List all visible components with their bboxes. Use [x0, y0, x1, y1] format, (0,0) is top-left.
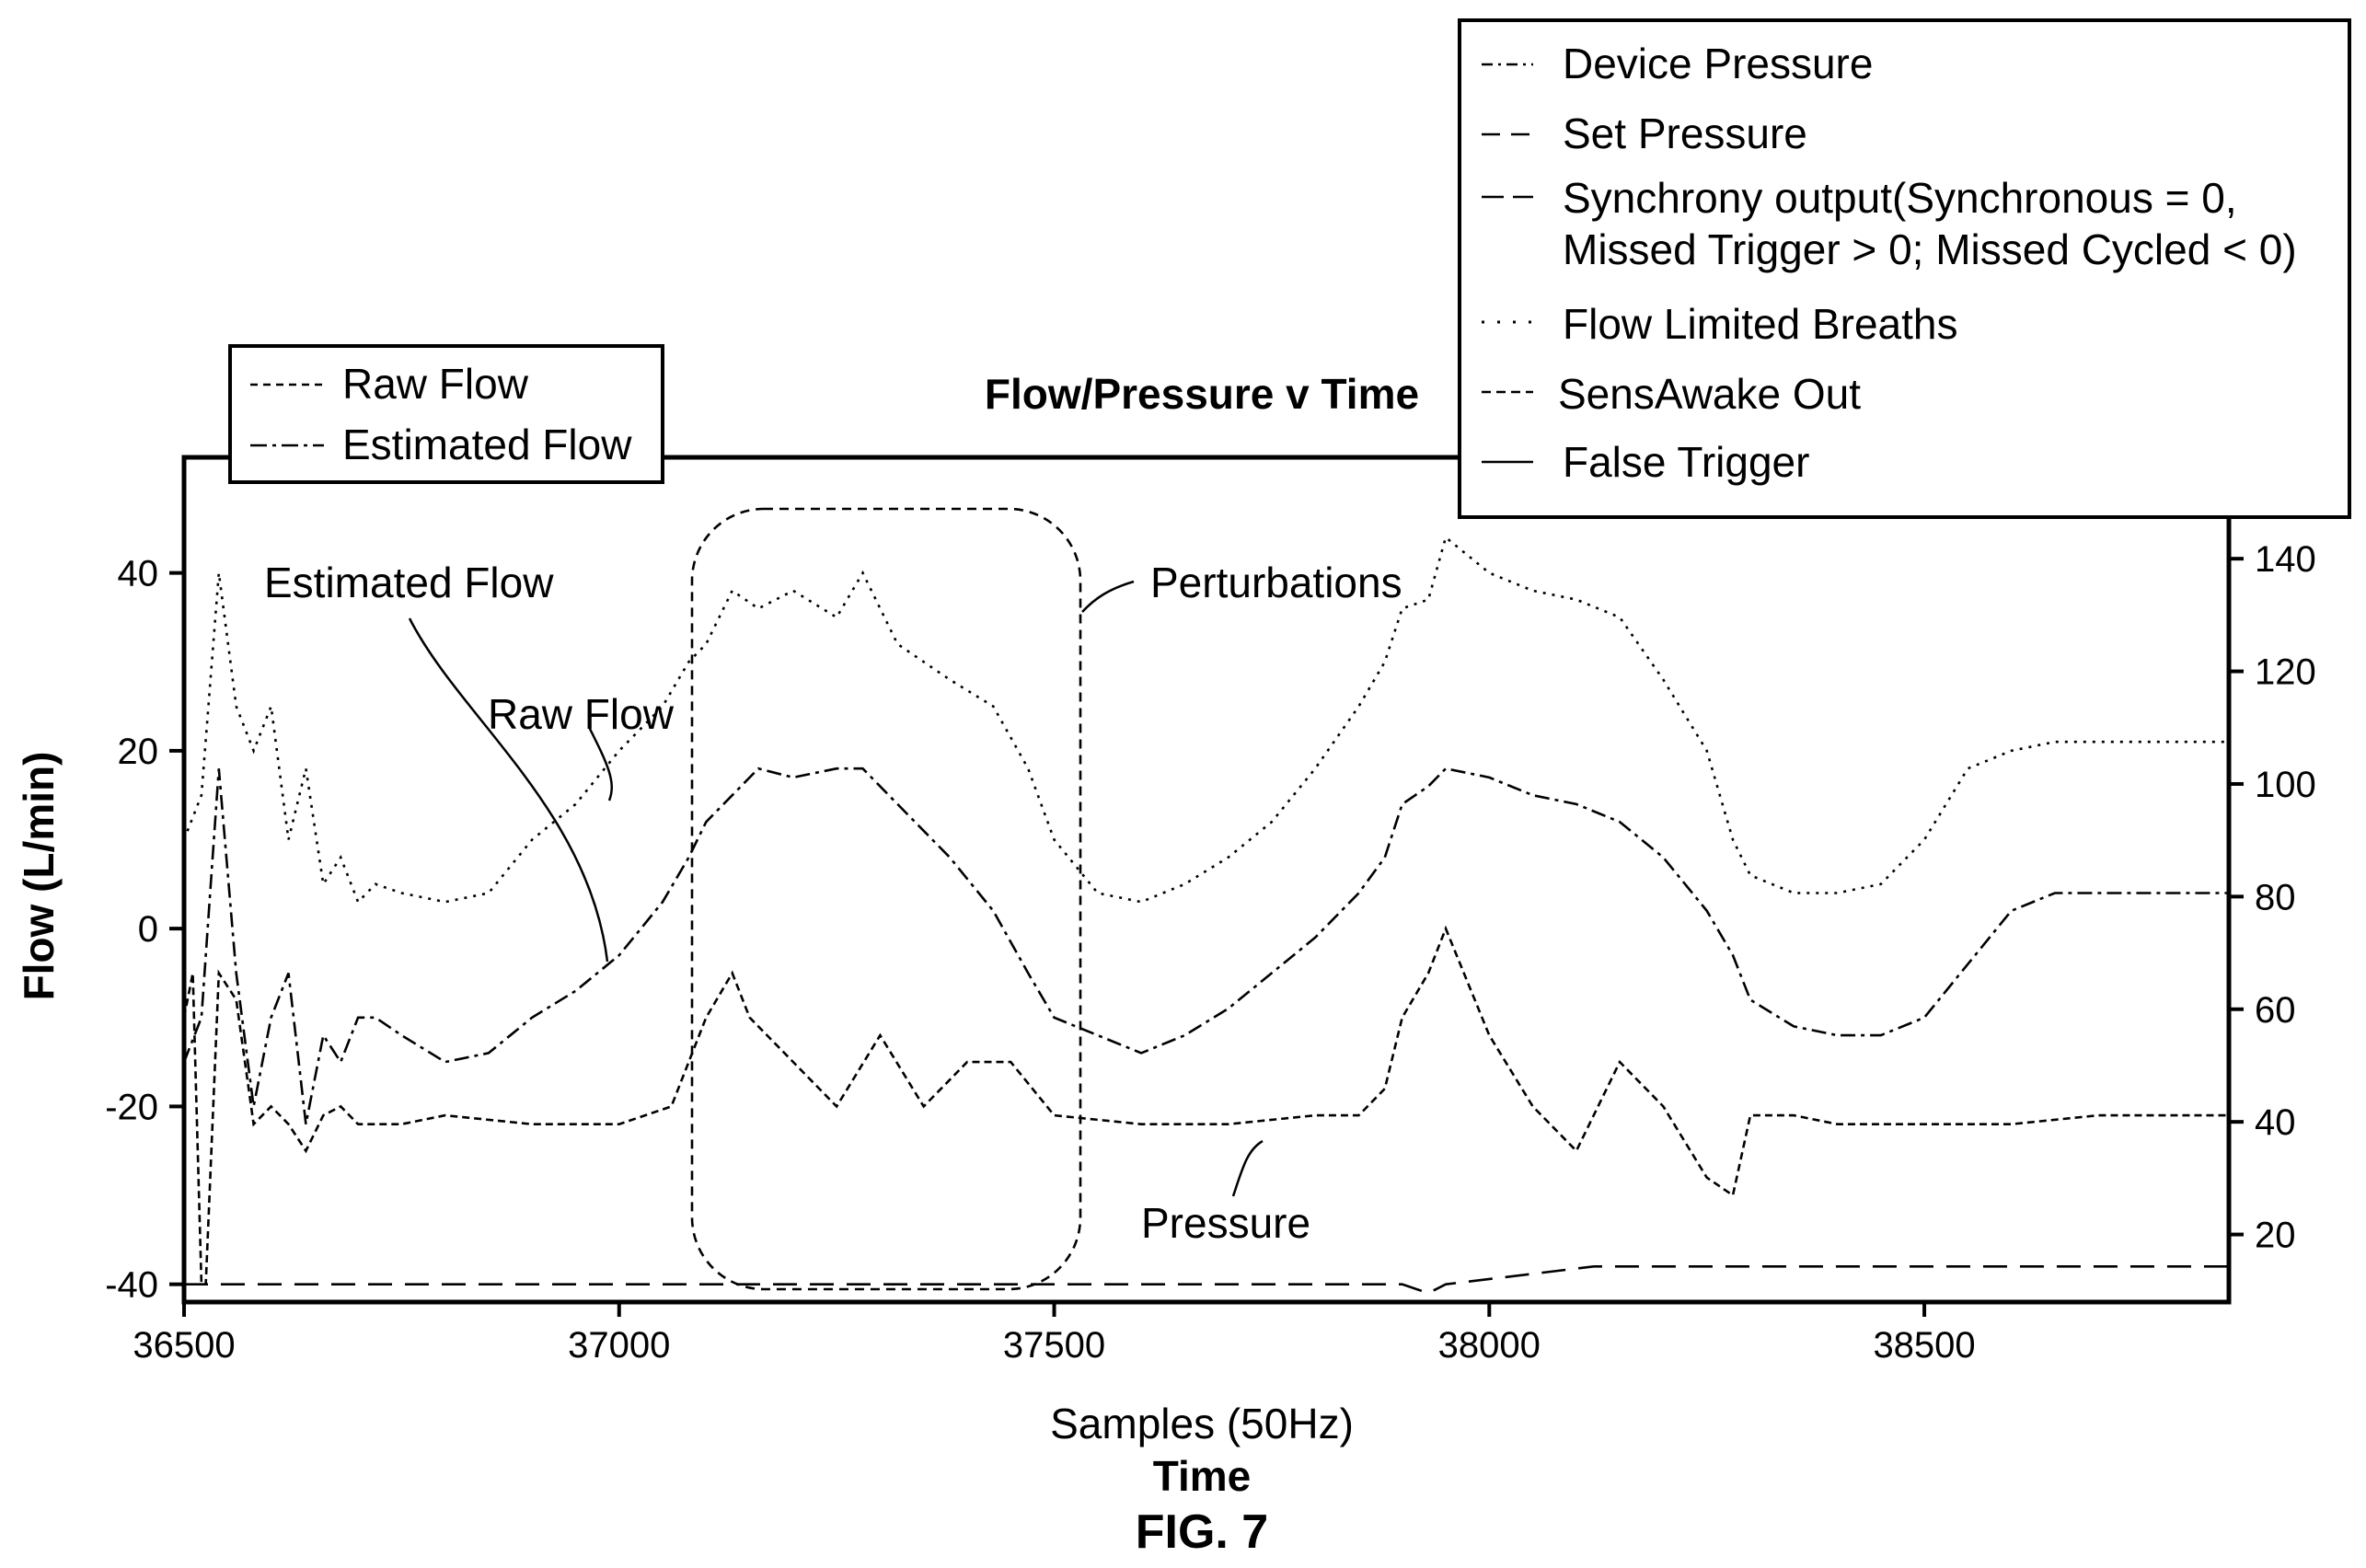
legend-flow-limited-label: Flow Limited Breaths	[1563, 300, 1958, 348]
series-set-pressure	[184, 1265, 2229, 1295]
x-axis-subtitle: Time	[1153, 1452, 1252, 1500]
x-tick-label-3: 38000	[1438, 1325, 1541, 1366]
legend-right: Device Pressure Set Pressure Synchrony o…	[1458, 18, 2351, 519]
series-raw-flow	[182, 535, 2229, 905]
y-axis-title: Flow (L/min)	[15, 752, 63, 1001]
perturbations-annotation: Perturbations	[1150, 559, 1402, 606]
x-tick-label-0: 36500	[133, 1325, 235, 1366]
x-axis-ticks: 36500 37000 37500 38000 38500	[133, 1302, 1976, 1366]
raw-flow-annotation: Raw Flow	[488, 690, 675, 738]
series-group	[182, 535, 2229, 1295]
legend-synchrony-label-line1: Synchrony output(Synchronous = 0,	[1563, 174, 2237, 222]
y-tick-label-1: 20	[118, 732, 159, 772]
plot-frame	[181, 455, 2232, 1305]
x-tick-label-2: 37500	[1003, 1325, 1105, 1366]
y-tick-label-0: 40	[118, 554, 159, 594]
y-tick-label-2: 0	[138, 909, 158, 950]
estimated-flow-annotation: Estimated Flow	[264, 559, 554, 606]
legend-estimated-flow-label: Estimated Flow	[342, 421, 632, 468]
perturbations-box	[690, 507, 1082, 1291]
legend-left: Raw Flow Estimated Flow	[228, 344, 664, 484]
y-axis-ticks: 40 20 0 -20 -40	[105, 554, 184, 1306]
y2-axis-ticks: 140 120 100 80 60 40 20	[2229, 539, 2316, 1256]
pressure-annotation: Pressure	[1141, 1199, 1310, 1247]
y-tick-label-3: -20	[105, 1087, 158, 1127]
legend-right-frame	[1458, 18, 2351, 519]
x-tick-label-4: 38500	[1873, 1325, 1975, 1366]
y2-tick-label-4: 60	[2255, 990, 2296, 1031]
series-estimated-flow	[182, 767, 2229, 1124]
figure-label: FIG. 7	[1136, 1505, 1268, 1559]
y-tick-label-4: -40	[105, 1265, 158, 1306]
series-pressure	[182, 925, 2229, 1286]
legend-synchrony-label-line2: Missed Trigger > 0; Missed Cycled < 0)	[1563, 225, 2297, 273]
legend-sensawake-label: SensAwake Out	[1558, 370, 1861, 418]
perturbations-leader	[1081, 580, 1135, 613]
legend-raw-flow-label: Raw Flow	[342, 360, 529, 408]
estimated-flow-leader	[408, 617, 609, 963]
y2-tick-label-1: 120	[2255, 652, 2316, 693]
legend-false-trigger-label: False Trigger	[1563, 438, 1809, 486]
y2-tick-label-0: 140	[2255, 539, 2316, 580]
legend-left-frame	[228, 344, 664, 484]
y2-tick-label-2: 100	[2255, 765, 2316, 805]
raw-flow-leader	[587, 726, 613, 801]
legend-set-pressure-label: Set Pressure	[1563, 110, 1807, 157]
y2-tick-label-6: 20	[2255, 1216, 2296, 1256]
y2-tick-label-3: 80	[2255, 877, 2296, 917]
x-axis-title: Samples (50Hz)	[1050, 1400, 1354, 1447]
pressure-leader	[1231, 1139, 1264, 1197]
legend-device-pressure-label: Device Pressure	[1563, 40, 1873, 87]
y2-tick-label-5: 40	[2255, 1102, 2296, 1143]
x-tick-label-1: 37000	[568, 1325, 670, 1366]
chart-title: Flow/Pressure v Time	[985, 370, 1419, 418]
